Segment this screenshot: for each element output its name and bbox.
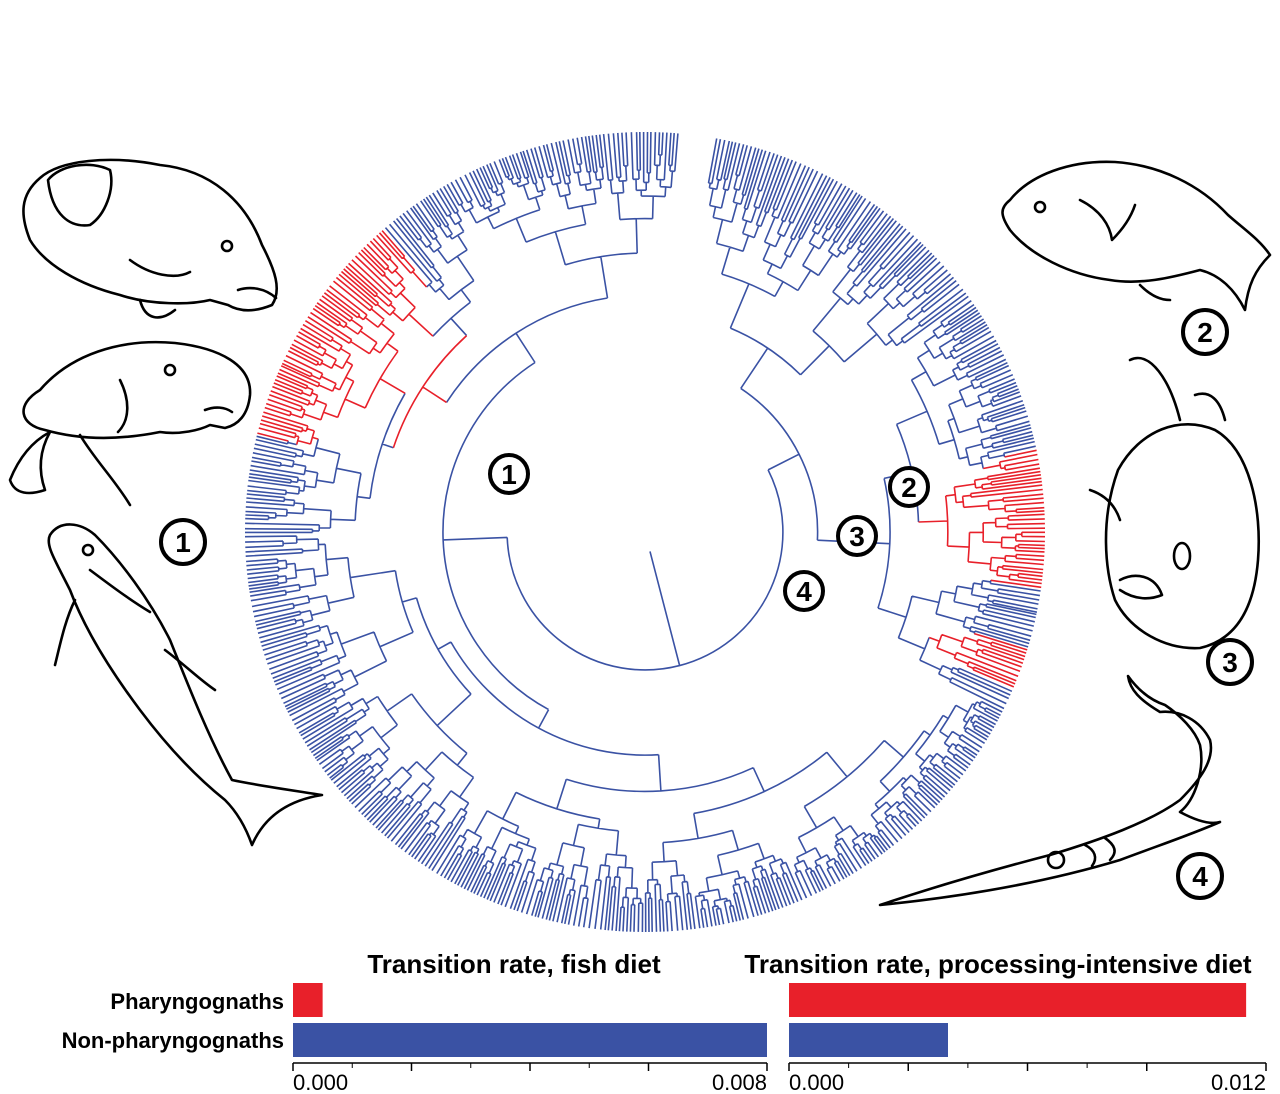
clade-marker-1-text: 1	[501, 459, 517, 490]
category-label-pharyngognaths: Pharyngognaths	[110, 989, 284, 1014]
fish-illustration-humphead-wrasse	[22, 158, 279, 319]
tick-label-processing-max: 0.012	[1211, 1070, 1266, 1094]
bar-group-fish-diet	[293, 983, 767, 1057]
chart-title-processing-diet: Transition rate, processing-intensive di…	[744, 949, 1251, 979]
clade-marker-1: 1	[488, 453, 530, 495]
fish-illustration-piranha	[1088, 356, 1260, 650]
clade-marker-4-text: 4	[796, 576, 812, 607]
tick-label-fish-min: 0.000	[293, 1070, 348, 1094]
bar-pharyngognaths	[293, 983, 323, 1017]
bar-group-processing-diet	[789, 983, 1247, 1057]
illustration-label-3-text: 3	[1222, 647, 1238, 678]
illustration-label-2-text: 2	[1197, 317, 1213, 348]
bar-chart-fish-diet: Transition rate, fish diet Pharyngognath…	[62, 949, 768, 1094]
tick-label-processing-min: 0.000	[789, 1070, 844, 1094]
bar-non-pharyngognaths	[789, 1023, 948, 1057]
illustration-label-1: 1	[159, 518, 207, 566]
category-label-non-pharyngognaths: Non-pharyngognaths	[62, 1028, 284, 1053]
pharyngognath-branches	[257, 230, 1046, 688]
phylogenetic-tree	[244, 131, 1046, 933]
x-ticks-fish-diet	[292, 1063, 768, 1071]
illustration-label-1-text: 1	[175, 527, 191, 558]
illustration-label-3: 3	[1206, 638, 1254, 686]
illustration-label-4: 4	[1176, 852, 1224, 900]
illustration-label-2: 2	[1181, 308, 1229, 356]
bar-pharyngognaths	[789, 983, 1247, 1017]
clade-marker-3-text: 3	[849, 521, 865, 552]
fish-illustration-damselfish	[1001, 160, 1272, 312]
clade-marker-3: 3	[836, 515, 878, 557]
x-ticks-processing-diet	[788, 1063, 1267, 1071]
clade-marker-2-text: 2	[901, 472, 917, 503]
fish-illustration-pike-cichlid	[47, 523, 324, 847]
fish-illustration-needlefish	[878, 674, 1222, 907]
tick-label-fish-max: 0.008	[712, 1070, 767, 1094]
chart-title-fish-diet: Transition rate, fish diet	[367, 949, 661, 979]
bar-non-pharyngognaths	[293, 1023, 767, 1057]
fish-illustration-parrotfish	[8, 340, 252, 507]
clade-marker-4: 4	[783, 570, 825, 612]
non-pharyngognath-branches	[244, 131, 1041, 933]
clade-marker-2: 2	[888, 466, 930, 508]
bar-chart-processing-diet: Transition rate, processing-intensive di…	[744, 949, 1267, 1094]
illustration-label-4-text: 4	[1192, 861, 1208, 892]
